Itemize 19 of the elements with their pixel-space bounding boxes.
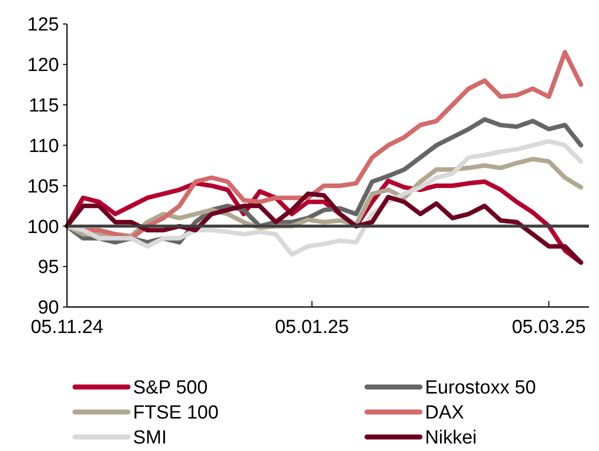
y-tick-label: 115 bbox=[28, 96, 59, 117]
y-tick-label: 105 bbox=[27, 176, 59, 198]
legend-label: Nikkei bbox=[425, 428, 477, 449]
legend-label: Eurostoxx 50 bbox=[425, 378, 536, 399]
x-tick-label: 05.01.25 bbox=[274, 317, 349, 338]
y-tick-label: 110 bbox=[28, 136, 59, 157]
line-series bbox=[64, 138, 584, 257]
y-tick-label: 100 bbox=[27, 216, 59, 238]
y-tick-label: 95 bbox=[38, 257, 59, 278]
y-tick-label: 120 bbox=[27, 55, 59, 76]
legend-label: DAX bbox=[425, 402, 464, 424]
y-tick-label: 90 bbox=[38, 298, 59, 319]
legend-label: SMI bbox=[133, 428, 167, 449]
x-tick-label: 05.03.25 bbox=[512, 317, 586, 338]
legend-label: S&P 500 bbox=[133, 378, 208, 399]
x-tick-label: 05.11.24 bbox=[30, 317, 104, 338]
y-tick-label: 125 bbox=[27, 14, 59, 36]
line-series bbox=[64, 192, 584, 265]
legend-label: FTSE 100 bbox=[133, 402, 219, 424]
